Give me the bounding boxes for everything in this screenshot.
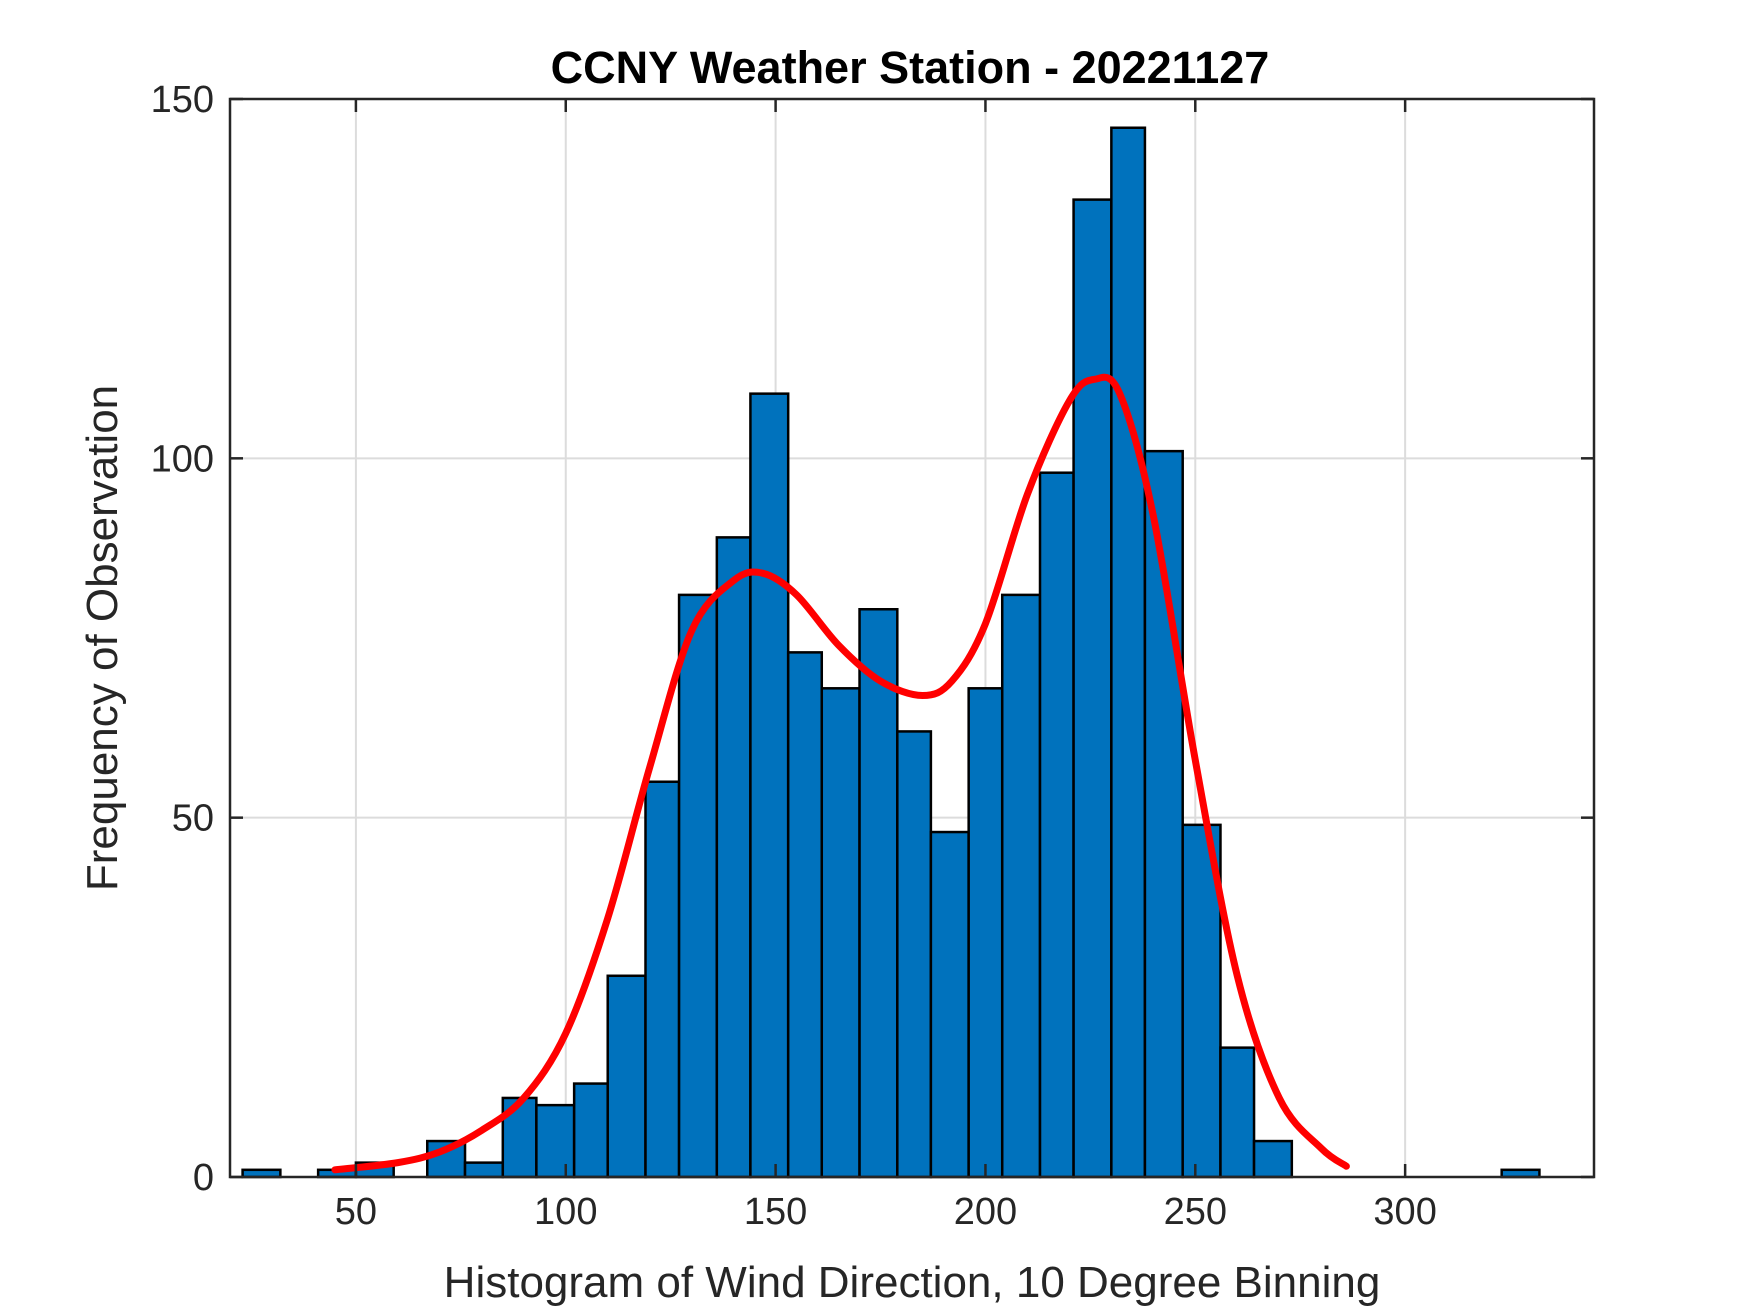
y-tick-label: 50	[172, 798, 214, 840]
fit-curve-layer	[331, 373, 1350, 1174]
histogram-bar	[1252, 1139, 1294, 1179]
fit-curve-line	[331, 373, 1350, 1174]
histogram-bar	[463, 1161, 505, 1179]
x-axis-label: Histogram of Wind Direction, 10 Degree B…	[444, 1258, 1381, 1307]
histogram-bars	[241, 126, 1541, 1179]
y-tick-labels: 0 50 100 150	[151, 79, 214, 1199]
x-tick-labels: 50 100 150 200 250 300	[335, 1191, 1437, 1233]
histogram-bar	[967, 687, 1004, 1179]
histogram-bar	[896, 730, 933, 1179]
histogram-bar	[715, 536, 752, 1179]
axes-box	[228, 97, 1596, 1179]
histogram-bar	[786, 651, 824, 1179]
histogram-bar	[1219, 1046, 1256, 1179]
x-tick-label: 250	[1164, 1191, 1227, 1233]
histogram-bar	[929, 830, 970, 1179]
histogram-bar	[1000, 593, 1042, 1179]
histogram-bar	[749, 392, 790, 1179]
y-tick-label: 150	[151, 79, 214, 121]
y-tick-label: 100	[151, 438, 214, 480]
x-tick-label: 50	[335, 1191, 377, 1233]
x-tick-label: 150	[744, 1191, 807, 1233]
x-tick-label: 200	[954, 1191, 1017, 1233]
chart-title: CCNY Weather Station - 20221127	[551, 42, 1270, 93]
histogram-bar	[1072, 198, 1113, 1179]
histogram-bar	[820, 687, 861, 1179]
axis-ticks	[230, 97, 1594, 1179]
histogram-bar	[606, 974, 647, 1179]
histogram-bar	[572, 1082, 609, 1179]
histogram-bar	[1038, 471, 1075, 1179]
x-tick-label: 300	[1373, 1191, 1436, 1233]
x-tick-label: 100	[534, 1191, 597, 1233]
y-axis-label: Frequency of Observation	[78, 385, 127, 891]
histogram-bar	[535, 1103, 576, 1179]
histogram-bar	[1110, 126, 1147, 1179]
histogram-bar	[858, 608, 899, 1179]
histogram-bar	[644, 780, 681, 1179]
histogram-bar	[677, 593, 719, 1179]
y-tick-label: 0	[193, 1157, 214, 1199]
